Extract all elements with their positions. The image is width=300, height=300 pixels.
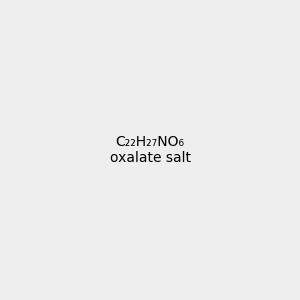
Text: C₂₂H₂₇NO₆
oxalate salt: C₂₂H₂₇NO₆ oxalate salt: [110, 135, 190, 165]
